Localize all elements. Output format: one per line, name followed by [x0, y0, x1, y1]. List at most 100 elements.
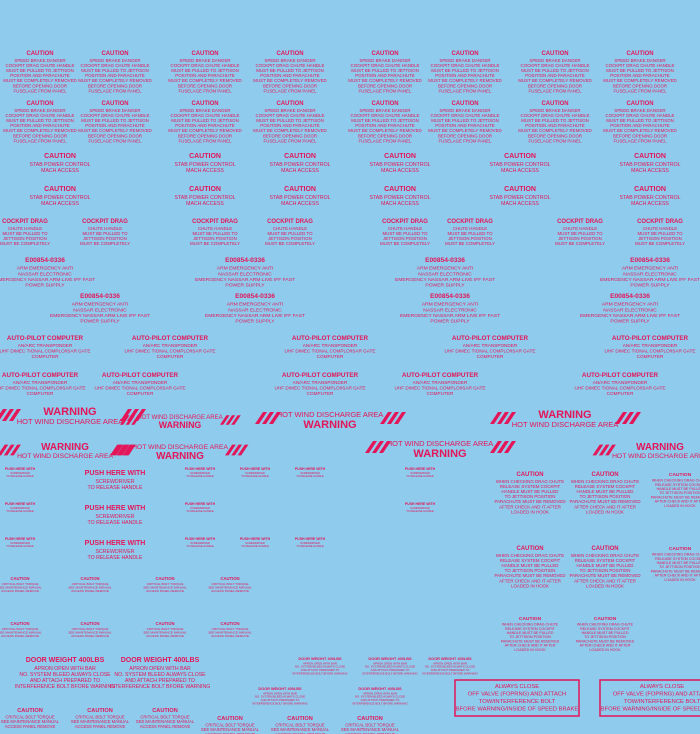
decal-line: JETTISON POSITION: [3, 236, 47, 241]
decal-heading: CAUTION: [10, 621, 29, 626]
decal-line: SPEED BRAKE DANGER: [89, 58, 140, 63]
decal-line: COMPUTER: [317, 354, 344, 359]
decal-line: NASSAR ELECTRONIC: [228, 307, 282, 313]
decal-line: POSITION AND PARACHUTE: [610, 123, 669, 128]
decal-line: RELEASE SYSTEM COCKPIT: [500, 558, 561, 563]
decal-line: SEE MAINTENANCE MANUAL: [201, 727, 260, 732]
decal-line: POSITION AND PARACHUTE: [85, 73, 144, 78]
decal-line: INTERFERENCE BOLT BFORE WARNING: [422, 671, 478, 675]
decal-line: TO JETTISON POSITION: [580, 568, 631, 573]
hazard-stripe: [365, 441, 377, 453]
hazard-stripe: [0, 444, 9, 456]
decal-line: LOADED IN HOOK: [514, 648, 546, 652]
decal-heading: COCKPIT DRAG: [2, 219, 48, 225]
decal-line: UHF DIMEC TIONAL COMPLO/ISAR GATE: [575, 386, 666, 391]
decal-line: AFTER CHECK AND IT AFTER: [505, 644, 556, 648]
decal-line: AND ATTACH PREPARED TO: [431, 668, 470, 672]
hazard-stripe: [10, 444, 21, 456]
decal-heading: CAUTION: [519, 616, 542, 622]
decal-line: NO. SYSTEM BLEED ALWAYS CLOSE: [295, 665, 345, 669]
decal-line: WHEN CHECKING DRAG CHUTE: [496, 479, 564, 484]
decal-heading: AUTO-PILOT COMPUTER: [452, 335, 529, 342]
warning-subtitle: HOT WIND DISCHARGE AREA: [132, 444, 228, 451]
decal-line: BEFORE OPENING DOOR: [13, 133, 67, 138]
decal-heading: CAUTION: [220, 621, 239, 626]
decal-line: POWER SUPPLY: [630, 283, 670, 289]
decal-line: AND ATTACH PREPARED TO: [261, 698, 300, 702]
decal-line: FUSELAGE FROM PANEL: [358, 88, 412, 93]
decal-line: SPEED BRAKE DANGER: [439, 108, 490, 113]
decal-line: SPEED BRAKE DANGER: [359, 58, 410, 63]
decal-line: NASSAR ELECTRONIC: [73, 307, 127, 313]
decal-heading: AUTO-PILOT COMPUTER: [402, 372, 479, 379]
decal-line: INTERFERENCE BOLT BFORE WARNING: [110, 684, 211, 690]
decal-heading: COCKPIT DRAG: [557, 219, 603, 225]
decal-heading: CAUTION: [371, 101, 398, 107]
decal-line: SPEED BRAKE DANGER: [179, 58, 230, 63]
decal-line: RELEASE SYSTEM COCKPIT: [575, 558, 636, 563]
decal-line: TOW/INTERFERENCE BOLT: [624, 699, 700, 705]
decal-line: AN/ARC TRANSPONDER: [413, 380, 468, 385]
decal-line: PARACHUTE MUST BE REMOVED: [576, 639, 635, 643]
decal-line: CRITICAL BOLT TORQUE: [345, 722, 394, 727]
decal-heading: CAUTION: [10, 576, 29, 581]
decal-line: COCKPIT DRAG CHUTE HANDLE: [81, 63, 150, 68]
decal-heading: PUSH HERE WITH: [295, 537, 326, 541]
decal-line: STAB POWER CONTROL: [269, 162, 330, 168]
decal-heading: CAUTION: [516, 546, 543, 552]
decal-line: MACH ACCESS: [501, 201, 539, 207]
decal-heading: CAUTION: [669, 472, 692, 478]
decal-line: SPEED BRAKE DANGER: [179, 108, 230, 113]
decal-line: TO RELEASE HANDLE: [6, 544, 34, 548]
decal-line: JETTISON POSITION: [268, 236, 312, 241]
warning-subtitle: HOT WIND DISCHARGE AREA: [17, 417, 124, 426]
decal-heading: CAUTION: [504, 186, 536, 193]
decal-heading: PUSH HERE WITH: [405, 502, 436, 506]
decal-line: POSITION AND PARACHUTE: [435, 73, 494, 78]
decal-line: POSITION AND PARACHUTE: [435, 123, 494, 128]
decal-heading: CAUTION: [191, 51, 218, 57]
decal-line: MUST BE PULLED TO: [267, 231, 313, 236]
decal-line: MUST BE PULLED TO JETTISON: [521, 118, 589, 123]
decal-line: STAB POWER CONTROL: [29, 195, 90, 201]
decal-heading: CAUTION: [626, 51, 653, 57]
decal-line: PARACHUTE MUST BE REMOVED: [651, 569, 700, 573]
decal-line: MACH ACCESS: [631, 168, 669, 174]
decal-line: SPEED BRAKE DANGER: [529, 58, 580, 63]
decal-heading: PUSH HERE WITH: [85, 505, 146, 512]
decal-heading: CAUTION: [191, 101, 218, 107]
decal-line: MACH ACCESS: [381, 168, 419, 174]
warning-subtitle: HOT WIND DISCHARGE AREA: [277, 410, 384, 419]
decal-line: CRITICAL BOLT TORQUE: [212, 582, 249, 586]
hazard-stripe: [231, 444, 243, 456]
decal-line: AND ATTACH PREPARED TO: [30, 678, 100, 684]
decal-heading: AUTO-PILOT COMPUTER: [292, 335, 369, 342]
decal-line: SPEED BRAKE DANGER: [359, 108, 410, 113]
decal-line: ACCESS PANEL REMOVE: [71, 634, 109, 638]
decal-line: COMPUTER: [157, 354, 184, 359]
decal-line: MUST BE COMPLETELY REMOVED: [168, 78, 241, 83]
decal-heading: COCKPIT DRAG: [382, 219, 428, 225]
decal-line: SPEED BRAKE DANGER: [264, 108, 315, 113]
decal-line: AN/ARC TRANSPONDER: [593, 380, 648, 385]
decal-line: NO. SYSTEM BLEED ALWAYS CLOSE: [255, 695, 305, 699]
decal-line: APRON OPEN WITH BAR: [129, 666, 191, 672]
decal-line: CRITICAL BOLT TORQUE: [72, 582, 109, 586]
decal-line: SCREWDRIVER: [96, 549, 135, 555]
hazard-stripe: [504, 412, 516, 424]
